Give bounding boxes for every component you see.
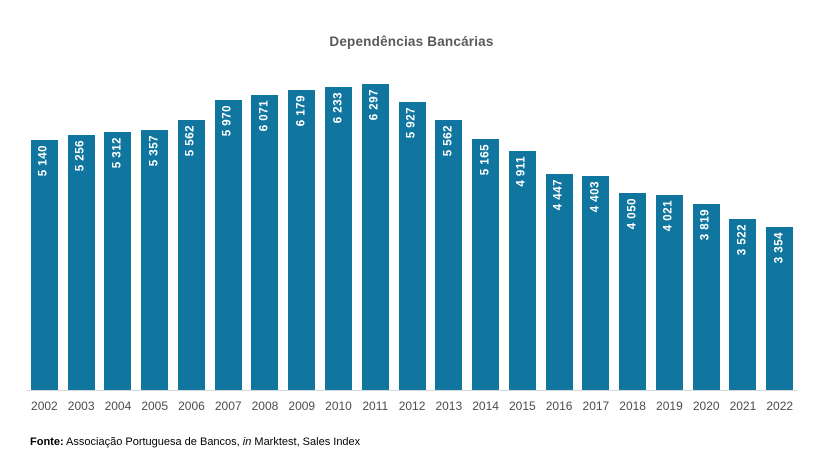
bar-column: 5 562: [430, 84, 467, 390]
bar-column: 5 357: [136, 84, 173, 390]
bar: 5 312: [104, 131, 132, 390]
bar: 3 819: [692, 204, 720, 390]
bar: 4 447: [545, 173, 573, 390]
x-axis-tick-label: 2013: [435, 399, 463, 413]
bar-column: 5 927: [394, 84, 431, 390]
bar-value-label: 5 357: [147, 134, 160, 166]
bar-value-label: 3 819: [699, 209, 712, 241]
x-axis-tick-label: 2009: [288, 399, 316, 413]
bar: 6 233: [325, 87, 352, 390]
bar-column: 6 297: [357, 84, 394, 390]
x-axis-tick-label: 2022: [766, 399, 794, 413]
bar-value-label: 5 256: [74, 139, 87, 171]
bar: 5 562: [435, 119, 463, 390]
x-axis-labels: 2002 2003 2004 2005 2006 2007 2008 2009 2010 2011…: [26, 399, 798, 413]
bar-column: 5 312: [100, 84, 137, 390]
x-axis-line: [26, 390, 798, 391]
x-axis-tick-label: 2002: [31, 399, 58, 413]
x-axis-tick-label: 2019: [656, 399, 683, 413]
bar-column: 4 911: [504, 84, 541, 390]
bar: 6 297: [361, 84, 389, 390]
bar-value-label: 4 021: [662, 199, 675, 231]
bar-value-label: 6 179: [294, 94, 307, 126]
bar: 5 140: [30, 140, 58, 390]
x-axis-tick-label: 2006: [178, 399, 205, 413]
bar-column: 5 970: [210, 84, 247, 390]
bar-value-label: 4 911: [515, 156, 528, 188]
bar-value-label: 3 354: [772, 232, 785, 264]
bar: 4 050: [619, 193, 647, 390]
chart-title: Dependências Bancárias: [329, 34, 494, 49]
x-axis-tick-label: 2010: [325, 399, 352, 413]
bar-column: 5 256: [63, 84, 100, 390]
x-axis-tick-label: 2016: [545, 399, 573, 413]
bar-column: 5 562: [173, 84, 210, 390]
bar-column: 3 522: [725, 84, 762, 390]
bar-column: 4 447: [541, 84, 578, 390]
bar: 5 927: [398, 102, 426, 390]
bar-column: 4 403: [577, 84, 614, 390]
bar-value-label: 5 140: [37, 145, 50, 177]
bar-value-label: 5 562: [184, 124, 197, 156]
bar: 4 021: [655, 194, 683, 390]
bar: 5 970: [214, 99, 242, 390]
bar-column: 4 050: [614, 84, 651, 390]
source-note-text: Associação Portuguesa de Bancos,: [63, 436, 243, 448]
bar: 5 562: [177, 119, 205, 390]
x-axis-tick-label: 2012: [398, 399, 426, 413]
bar: 4 403: [582, 176, 610, 390]
bar-column: 5 165: [467, 84, 504, 390]
bar-value-label: 4 403: [589, 181, 602, 213]
x-axis-tick-label: 2020: [692, 399, 720, 413]
x-axis-tick-label: 2017: [582, 399, 610, 413]
x-axis-tick-label: 2003: [67, 399, 95, 413]
plot-area: 5 140 5 256 5 312 5 357 5 562 5 970 6 071 6 179…: [26, 84, 798, 390]
x-axis-tick-label: 2014: [472, 399, 499, 413]
bar-value-label: 3 522: [736, 223, 749, 256]
x-axis-tick-label: 2015: [508, 399, 536, 413]
x-axis-tick-label: 2005: [141, 399, 169, 413]
bar-value-label: 6 233: [331, 92, 344, 124]
bar: 4 911: [508, 151, 536, 390]
x-axis-tick-label: 2011: [362, 399, 389, 413]
bar-value-label: 5 970: [221, 104, 234, 137]
bar: 5 357: [141, 129, 169, 390]
x-axis-tick-label: 2007: [214, 399, 242, 413]
bar-column: 6 071: [247, 84, 284, 390]
source-note-italic: in: [242, 436, 252, 448]
bar-column: 3 819: [688, 84, 725, 390]
bar: 3 354: [766, 227, 794, 390]
bar: 5 165: [472, 139, 500, 390]
bar-column: 3 354: [761, 84, 798, 390]
bar-value-label: 4 447: [552, 178, 565, 211]
bar-column: 6 233: [320, 84, 357, 390]
source-note-text-end: Marktest, Sales Index: [251, 436, 361, 448]
bar-column: 5 140: [26, 84, 63, 390]
x-axis-tick-label: 2021: [729, 399, 757, 413]
bar: 6 071: [251, 95, 279, 390]
bar-value-label: 5 165: [478, 144, 491, 176]
x-axis-tick-label: 2004: [104, 399, 132, 413]
x-axis-tick-label: 2008: [251, 399, 279, 413]
source-note: Fonte: Associação Portuguesa de Bancos, …: [30, 436, 360, 448]
bar-value-label: 4 050: [625, 198, 638, 230]
bar-value-label: 6 297: [368, 89, 381, 121]
bar: 6 179: [288, 89, 316, 390]
bar-column: 6 179: [283, 84, 320, 390]
bar-column: 4 021: [651, 84, 688, 390]
bar: 5 256: [67, 134, 95, 390]
source-note-label: Fonte:: [30, 436, 64, 448]
x-axis-tick-label: 2018: [619, 399, 646, 413]
bar-value-label: 6 071: [258, 100, 271, 132]
bar-value-label: 5 562: [442, 124, 455, 156]
bar-value-label: 5 312: [111, 136, 124, 169]
bar: 3 522: [729, 218, 757, 390]
bar-value-label: 5 927: [405, 107, 418, 139]
